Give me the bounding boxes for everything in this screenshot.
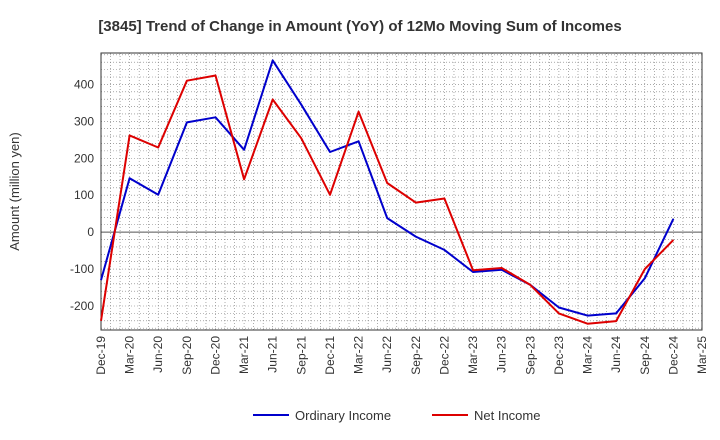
x-tick-label: Mar-23: [466, 336, 480, 374]
legend-label: Ordinary Income: [295, 408, 391, 423]
x-tick-label: Dec-20: [208, 336, 222, 375]
x-tick-label: Mar-21: [237, 336, 251, 374]
y-tick-label: -100: [70, 262, 94, 276]
y-tick-label: 100: [74, 188, 94, 202]
x-tick-label: Sep-21: [294, 336, 308, 375]
plot-frame: [100, 52, 703, 331]
x-tick-label: Sep-24: [638, 336, 652, 375]
axes: [100, 52, 703, 331]
x-tick-labels: Dec-19 Mar-20 Jun-20 Sep-20 Dec-20 Mar-21 Jun-…: [94, 336, 709, 375]
x-tick-label: Jun-24: [609, 336, 623, 373]
x-tick-label: Mar-22: [352, 336, 366, 374]
x-tick-label: Dec-23: [552, 336, 566, 375]
x-tick-label: Sep-22: [409, 336, 423, 375]
y-axis-label: Amount (million yen): [7, 132, 22, 251]
x-tick-label: Jun-21: [266, 336, 280, 373]
y-tick-label: 300: [74, 114, 94, 128]
x-tick-label: Sep-23: [523, 336, 537, 375]
x-tick-label: Dec-22: [437, 336, 451, 375]
legend: Ordinary Income Net Income: [253, 408, 540, 423]
grid: [100, 53, 703, 330]
series-line-net-income: [100, 74, 675, 325]
y-tick-labels: -200 -100 0 100 200 300 400: [70, 77, 94, 313]
x-tick-label: Dec-19: [94, 336, 108, 375]
x-tick-label: Sep-20: [180, 336, 194, 375]
x-tick-label: Dec-24: [666, 336, 680, 375]
series-lines: [100, 59, 675, 325]
x-tick-label: Mar-24: [581, 336, 595, 374]
y-tick-label: 0: [87, 225, 94, 239]
y-tick-label: -200: [70, 299, 94, 313]
legend-label: Net Income: [474, 408, 540, 423]
x-tick-label: Jun-20: [151, 336, 165, 373]
chart-title: [3845] Trend of Change in Amount (YoY) o…: [98, 18, 621, 35]
series-line-ordinary-income: [100, 59, 675, 317]
x-tick-label: Jun-23: [495, 336, 509, 373]
x-tick-label: Jun-22: [380, 336, 394, 373]
x-tick-label: Mar-25: [695, 336, 709, 374]
x-tick-label: Dec-21: [323, 336, 337, 375]
y-tick-label: 400: [74, 77, 94, 91]
x-tick-label: Mar-20: [123, 336, 137, 374]
y-tick-label: 200: [74, 151, 94, 165]
